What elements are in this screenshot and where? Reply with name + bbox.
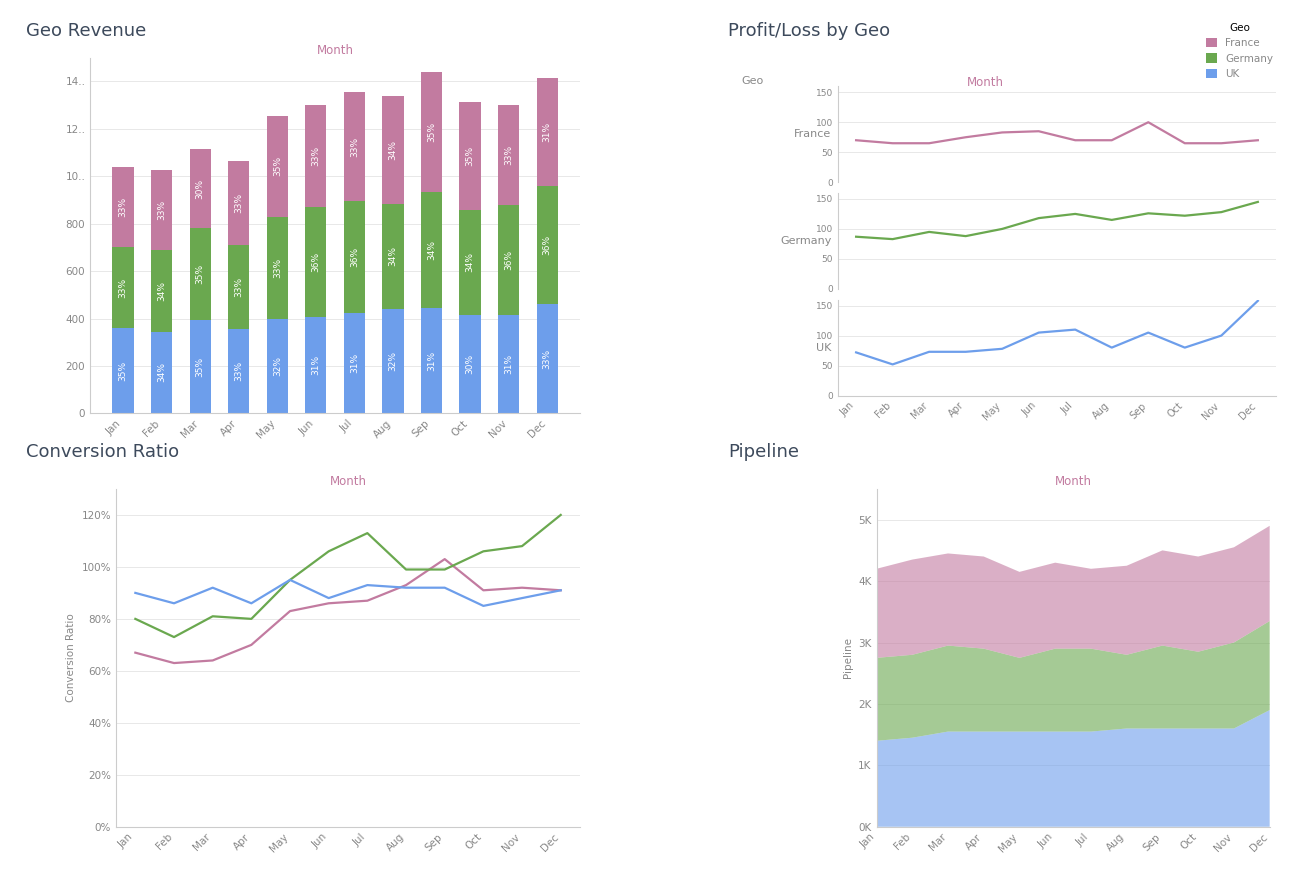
Bar	[112, 247, 134, 328]
Bar	[189, 149, 211, 228]
Text: Month: Month	[967, 76, 1004, 89]
Text: 34%: 34%	[465, 252, 474, 272]
Y-axis label: Conversion Ratio: Conversion Ratio	[66, 613, 76, 702]
Bar	[498, 105, 519, 204]
Text: 30%: 30%	[465, 354, 474, 374]
Text: 35%: 35%	[427, 122, 436, 142]
Bar	[383, 309, 403, 413]
Bar	[383, 96, 403, 204]
Text: Profit/Loss by Geo: Profit/Loss by Geo	[728, 22, 891, 40]
Bar	[267, 217, 287, 318]
Text: 34%: 34%	[157, 281, 166, 300]
Bar	[267, 318, 287, 413]
Text: 34%: 34%	[388, 246, 397, 267]
Text: 33%: 33%	[349, 137, 358, 156]
Text: 35%: 35%	[273, 156, 282, 176]
Bar	[344, 92, 365, 201]
Text: 32%: 32%	[273, 356, 282, 376]
Text: 33%: 33%	[157, 200, 166, 220]
Bar	[151, 332, 173, 413]
Bar	[112, 167, 134, 247]
Text: 33%: 33%	[543, 348, 552, 369]
Text: 31%: 31%	[427, 350, 436, 371]
Text: 35%: 35%	[465, 146, 474, 165]
Bar	[189, 228, 211, 320]
Bar	[305, 207, 326, 317]
Text: 36%: 36%	[504, 250, 513, 270]
Text: 36%: 36%	[349, 247, 358, 267]
Bar	[422, 192, 442, 308]
Text: 33%: 33%	[504, 145, 513, 165]
Bar	[151, 250, 173, 332]
Title: Month: Month	[317, 44, 353, 57]
Bar	[498, 315, 519, 413]
Bar	[536, 304, 558, 413]
Text: 33%: 33%	[119, 197, 128, 217]
Text: 34%: 34%	[427, 240, 436, 260]
Bar	[151, 171, 173, 250]
Text: 33%: 33%	[119, 277, 128, 298]
Bar	[459, 210, 481, 315]
Text: UK: UK	[816, 342, 831, 353]
Text: 36%: 36%	[312, 252, 321, 272]
Text: 31%: 31%	[543, 122, 552, 142]
Text: 32%: 32%	[388, 351, 397, 372]
Text: Conversion Ratio: Conversion Ratio	[26, 443, 179, 461]
Text: Pipeline: Pipeline	[728, 443, 799, 461]
Text: France: France	[794, 129, 831, 140]
Bar	[112, 328, 134, 413]
Bar	[536, 78, 558, 186]
Text: 35%: 35%	[196, 264, 205, 284]
Text: 31%: 31%	[349, 353, 358, 373]
Bar	[422, 308, 442, 413]
Bar	[422, 72, 442, 192]
Text: 34%: 34%	[388, 140, 397, 160]
Bar	[459, 101, 481, 210]
Bar	[536, 186, 558, 304]
Bar	[189, 320, 211, 413]
Bar	[383, 204, 403, 309]
Text: Geo: Geo	[741, 76, 763, 85]
Text: 31%: 31%	[312, 356, 321, 375]
Text: 35%: 35%	[119, 361, 128, 380]
Text: 33%: 33%	[235, 361, 244, 381]
Text: Geo Revenue: Geo Revenue	[26, 22, 146, 40]
Text: 34%: 34%	[157, 363, 166, 382]
Bar	[267, 116, 287, 217]
Text: 33%: 33%	[235, 193, 244, 213]
Bar	[344, 313, 365, 413]
Text: 35%: 35%	[196, 356, 205, 377]
Title: Month: Month	[1054, 475, 1092, 488]
Text: 31%: 31%	[504, 354, 513, 374]
Text: 33%: 33%	[312, 146, 321, 166]
Bar	[228, 329, 249, 413]
Bar	[228, 245, 249, 329]
Text: 30%: 30%	[196, 179, 205, 199]
Text: 33%: 33%	[235, 277, 244, 297]
Legend: France, Germany, UK: France, Germany, UK	[1203, 19, 1277, 84]
Bar	[459, 315, 481, 413]
Bar	[344, 201, 365, 313]
Text: 33%: 33%	[273, 258, 282, 277]
Bar	[228, 161, 249, 245]
Title: Month: Month	[330, 475, 366, 488]
Bar	[305, 317, 326, 413]
Bar	[498, 204, 519, 315]
Text: Germany: Germany	[780, 236, 831, 246]
Bar	[305, 105, 326, 207]
Y-axis label: Pipeline: Pipeline	[843, 637, 853, 678]
Text: 36%: 36%	[543, 235, 552, 255]
